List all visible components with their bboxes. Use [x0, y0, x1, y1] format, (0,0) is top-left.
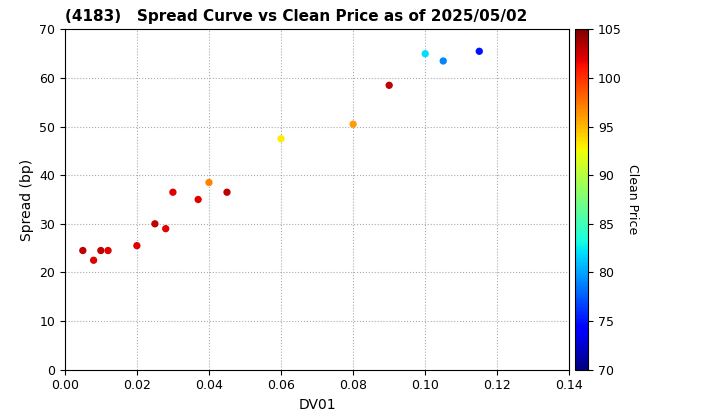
- Point: [95, 247, 107, 254]
- Point: [131, 242, 143, 249]
- Point: [275, 135, 287, 142]
- Point: [102, 247, 114, 254]
- Point: [167, 189, 179, 196]
- Text: (4183)   Spread Curve vs Clean Price as of 2025/05/02: (4183) Spread Curve vs Clean Price as of…: [65, 9, 527, 24]
- Point: [160, 225, 171, 232]
- Point: [420, 50, 431, 57]
- Point: [192, 196, 204, 203]
- Point: [88, 257, 99, 264]
- Point: [438, 58, 449, 64]
- Point: [384, 82, 395, 89]
- Point: [203, 179, 215, 186]
- Point: [149, 220, 161, 227]
- Y-axis label: Spread (bp): Spread (bp): [19, 158, 34, 241]
- X-axis label: DV01: DV01: [298, 398, 336, 412]
- Point: [474, 48, 485, 55]
- Point: [347, 121, 359, 128]
- Y-axis label: Clean Price: Clean Price: [626, 164, 639, 235]
- Point: [221, 189, 233, 196]
- Point: [77, 247, 89, 254]
